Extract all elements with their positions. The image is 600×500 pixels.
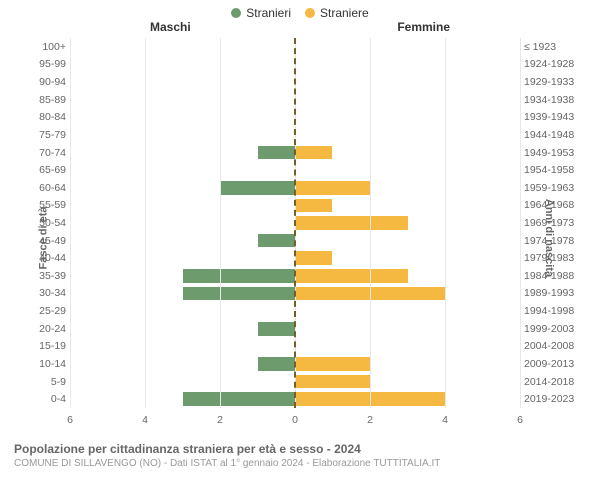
age-label: 35-39 [18, 270, 66, 282]
birth-label: 1999-2003 [524, 323, 584, 335]
header-male: Maschi [150, 20, 191, 34]
birth-label: 1994-1998 [524, 305, 584, 317]
bar-male [183, 269, 296, 283]
birth-label: 2009-2013 [524, 358, 584, 370]
x-tick-label: 4 [442, 414, 448, 426]
bar-male [183, 287, 296, 301]
birth-label: 2014-2018 [524, 376, 584, 388]
age-label: 25-29 [18, 305, 66, 317]
birth-label: 1979-1983 [524, 252, 584, 264]
x-tick-label: 2 [217, 414, 223, 426]
x-tick-label: 4 [142, 414, 148, 426]
birth-label: 1949-1953 [524, 147, 584, 159]
bar-male [258, 234, 295, 248]
gridline [445, 38, 446, 408]
birth-label: 1984-1988 [524, 270, 584, 282]
bar-male [258, 146, 295, 160]
center-line [294, 38, 296, 408]
bar-female [295, 251, 332, 265]
bar-female [295, 146, 332, 160]
x-tick-label: 6 [517, 414, 523, 426]
legend-item-stranieri: Stranieri [231, 6, 291, 20]
birth-label: 1969-1973 [524, 217, 584, 229]
bar-male [258, 357, 295, 371]
age-label: 60-64 [18, 182, 66, 194]
legend-label-male: Stranieri [246, 6, 291, 20]
birth-label: 1934-1938 [524, 94, 584, 106]
bar-male [183, 392, 296, 406]
age-label: 0-4 [18, 393, 66, 405]
age-label: 90-94 [18, 76, 66, 88]
legend-item-straniere: Straniere [305, 6, 369, 20]
gridline [520, 38, 521, 408]
birth-label: 1959-1963 [524, 182, 584, 194]
legend: Stranieri Straniere [0, 0, 600, 20]
birth-label: 1974-1978 [524, 235, 584, 247]
x-tick-label: 2 [367, 414, 373, 426]
bar-female [295, 199, 332, 213]
age-label: 85-89 [18, 94, 66, 106]
age-label: 75-79 [18, 129, 66, 141]
footer-title: Popolazione per cittadinanza straniera p… [14, 442, 586, 456]
legend-swatch-female-icon [305, 8, 315, 18]
birth-label: 1989-1993 [524, 287, 584, 299]
x-tick-label: 6 [67, 414, 73, 426]
age-label: 50-54 [18, 217, 66, 229]
birth-label: 1929-1933 [524, 76, 584, 88]
gridline [370, 38, 371, 408]
footer-subtitle: COMUNE DI SILLAVENGO (NO) - Dati ISTAT a… [14, 458, 586, 469]
age-label: 65-69 [18, 164, 66, 176]
gridline [145, 38, 146, 408]
age-label: 10-14 [18, 358, 66, 370]
header-female: Femmine [397, 20, 450, 34]
legend-swatch-male-icon [231, 8, 241, 18]
chart-footer: Popolazione per cittadinanza straniera p… [0, 442, 600, 469]
birth-label: 1939-1943 [524, 111, 584, 123]
age-label: 15-19 [18, 340, 66, 352]
bar-female [295, 216, 408, 230]
chart-container: Stranieri Straniere Maschi Femmine Fasce… [0, 0, 600, 500]
bar-female [295, 357, 370, 371]
plot-area: 100+≤ 192395-991924-192890-941929-193385… [70, 38, 520, 408]
age-label: 55-59 [18, 199, 66, 211]
birth-label: 1964-1968 [524, 199, 584, 211]
birth-label: 2019-2023 [524, 393, 584, 405]
birth-label: 1954-1958 [524, 164, 584, 176]
gridline [220, 38, 221, 408]
bar-female [295, 269, 408, 283]
column-headers: Maschi Femmine [0, 20, 600, 38]
bar-male [258, 322, 295, 336]
age-label: 30-34 [18, 287, 66, 299]
age-label: 20-24 [18, 323, 66, 335]
bar-female [295, 375, 370, 389]
age-label: 95-99 [18, 58, 66, 70]
x-tick-label: 0 [292, 414, 298, 426]
bar-male [220, 181, 295, 195]
age-label: 70-74 [18, 147, 66, 159]
birth-label: 2004-2008 [524, 340, 584, 352]
legend-label-female: Straniere [320, 6, 369, 20]
age-label: 45-49 [18, 235, 66, 247]
birth-label: ≤ 1923 [524, 41, 584, 53]
age-label: 80-84 [18, 111, 66, 123]
birth-label: 1944-1948 [524, 129, 584, 141]
age-label: 40-44 [18, 252, 66, 264]
birth-label: 1924-1928 [524, 58, 584, 70]
gridline [70, 38, 71, 408]
chart-area: Fasce di età Anni di nascita 100+≤ 19239… [10, 38, 590, 438]
age-label: 5-9 [18, 376, 66, 388]
age-label: 100+ [18, 41, 66, 53]
bar-female [295, 181, 370, 195]
